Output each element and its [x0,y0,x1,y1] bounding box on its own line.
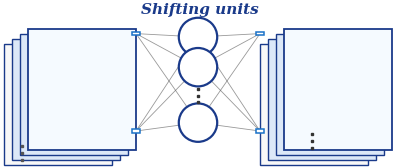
Bar [256,129,264,133]
Ellipse shape [179,18,217,56]
Ellipse shape [179,48,217,86]
Bar [4,44,112,165]
Bar [132,129,140,133]
Bar [284,29,392,150]
Bar [12,39,120,160]
Bar [268,39,376,160]
Bar [256,32,264,35]
Bar [276,34,384,155]
Ellipse shape [179,103,217,142]
Bar [260,44,368,165]
Text: Shifting units: Shifting units [141,3,259,17]
Bar [28,29,136,150]
Bar [132,32,140,35]
Bar [20,34,128,155]
